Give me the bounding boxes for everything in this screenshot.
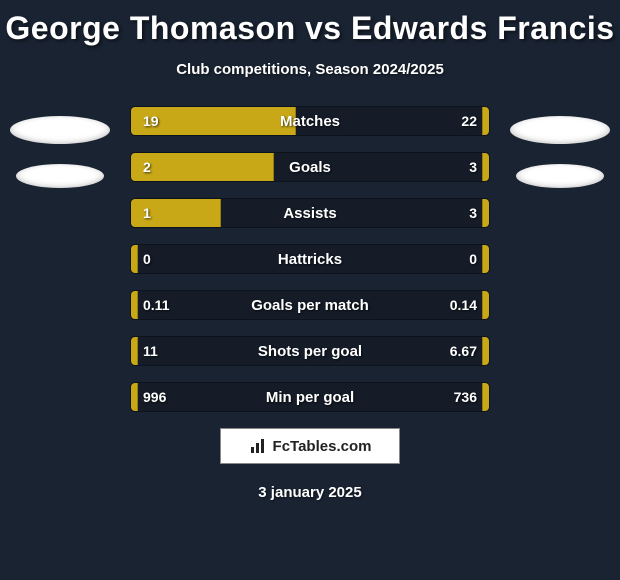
stat-label: Goals — [131, 153, 489, 181]
player-right-badge-1 — [510, 116, 610, 144]
stat-row: 23Goals — [130, 152, 490, 182]
subtitle: Club competitions, Season 2024/2025 — [0, 61, 620, 78]
stat-label: Hattricks — [131, 245, 489, 273]
player-left-badge-1 — [10, 116, 110, 144]
stat-row: 00Hattricks — [130, 244, 490, 274]
brand-logo[interactable]: FcTables.com — [220, 428, 400, 464]
stat-row: 0.110.14Goals per match — [130, 290, 490, 320]
stat-row: 116.67Shots per goal — [130, 336, 490, 366]
comparison-chart: 1922Matches 23Goals 13Assists 00Hattricks 0.… — [0, 106, 620, 412]
brand-text: FcTables.com — [273, 438, 372, 455]
player-right-badge-2 — [516, 164, 604, 188]
stat-label: Min per goal — [131, 383, 489, 411]
stat-bars: 1922Matches 23Goals 13Assists 00Hattricks 0.… — [130, 106, 490, 412]
page-title: George Thomason vs Edwards Francis — [0, 0, 620, 47]
stat-label: Shots per goal — [131, 337, 489, 365]
stat-label: Matches — [131, 107, 489, 135]
stat-row: 1922Matches — [130, 106, 490, 136]
stat-label: Assists — [131, 199, 489, 227]
player-left-badge-2 — [16, 164, 104, 188]
stat-row: 996736Min per goal — [130, 382, 490, 412]
stat-row: 13Assists — [130, 198, 490, 228]
date-label: 3 january 2025 — [0, 484, 620, 501]
chart-icon — [249, 437, 267, 455]
stat-label: Goals per match — [131, 291, 489, 319]
